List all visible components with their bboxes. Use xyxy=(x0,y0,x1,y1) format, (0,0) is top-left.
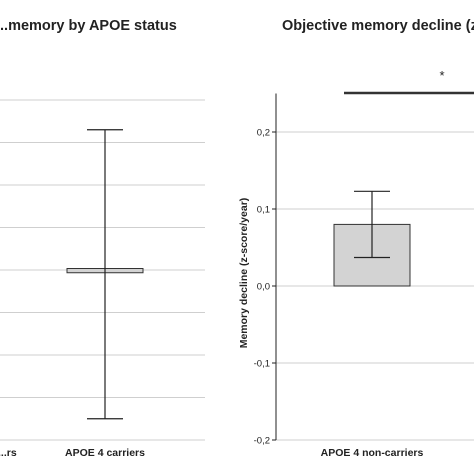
right-tick-label: 0,0 xyxy=(257,282,270,293)
right-significance: * xyxy=(344,68,474,95)
left-category-label-1: APOE 4 carriers xyxy=(65,447,145,459)
right-y-axis-label: Memory decline (z-score/year) xyxy=(238,198,250,349)
right-panel: Objective memory decline (z... Memory de… xyxy=(238,18,474,459)
right-tick-label: -0,1 xyxy=(254,359,270,370)
right-tick-label: 0,1 xyxy=(257,205,270,216)
right-tick-label: -0,2 xyxy=(254,436,270,447)
right-bars xyxy=(333,190,411,287)
left-category-labels: ...rs APOE 4 carriers xyxy=(0,447,145,459)
right-tick-labels: 0,2 0,1 0,0 -0,1 -0,2 xyxy=(254,128,270,447)
right-chart-title: Objective memory decline (z... xyxy=(282,18,474,34)
right-tick-label: 0,2 xyxy=(257,128,270,139)
left-bars xyxy=(66,129,144,420)
left-panel: ...memory by APOE status ...rs APOE 4 ca… xyxy=(0,18,205,459)
left-chart-title: ...memory by APOE status xyxy=(0,18,177,34)
significance-label: * xyxy=(439,68,444,83)
right-category-label-0: APOE 4 non-carriers xyxy=(321,447,424,459)
left-category-label-0: ...rs xyxy=(0,447,17,459)
